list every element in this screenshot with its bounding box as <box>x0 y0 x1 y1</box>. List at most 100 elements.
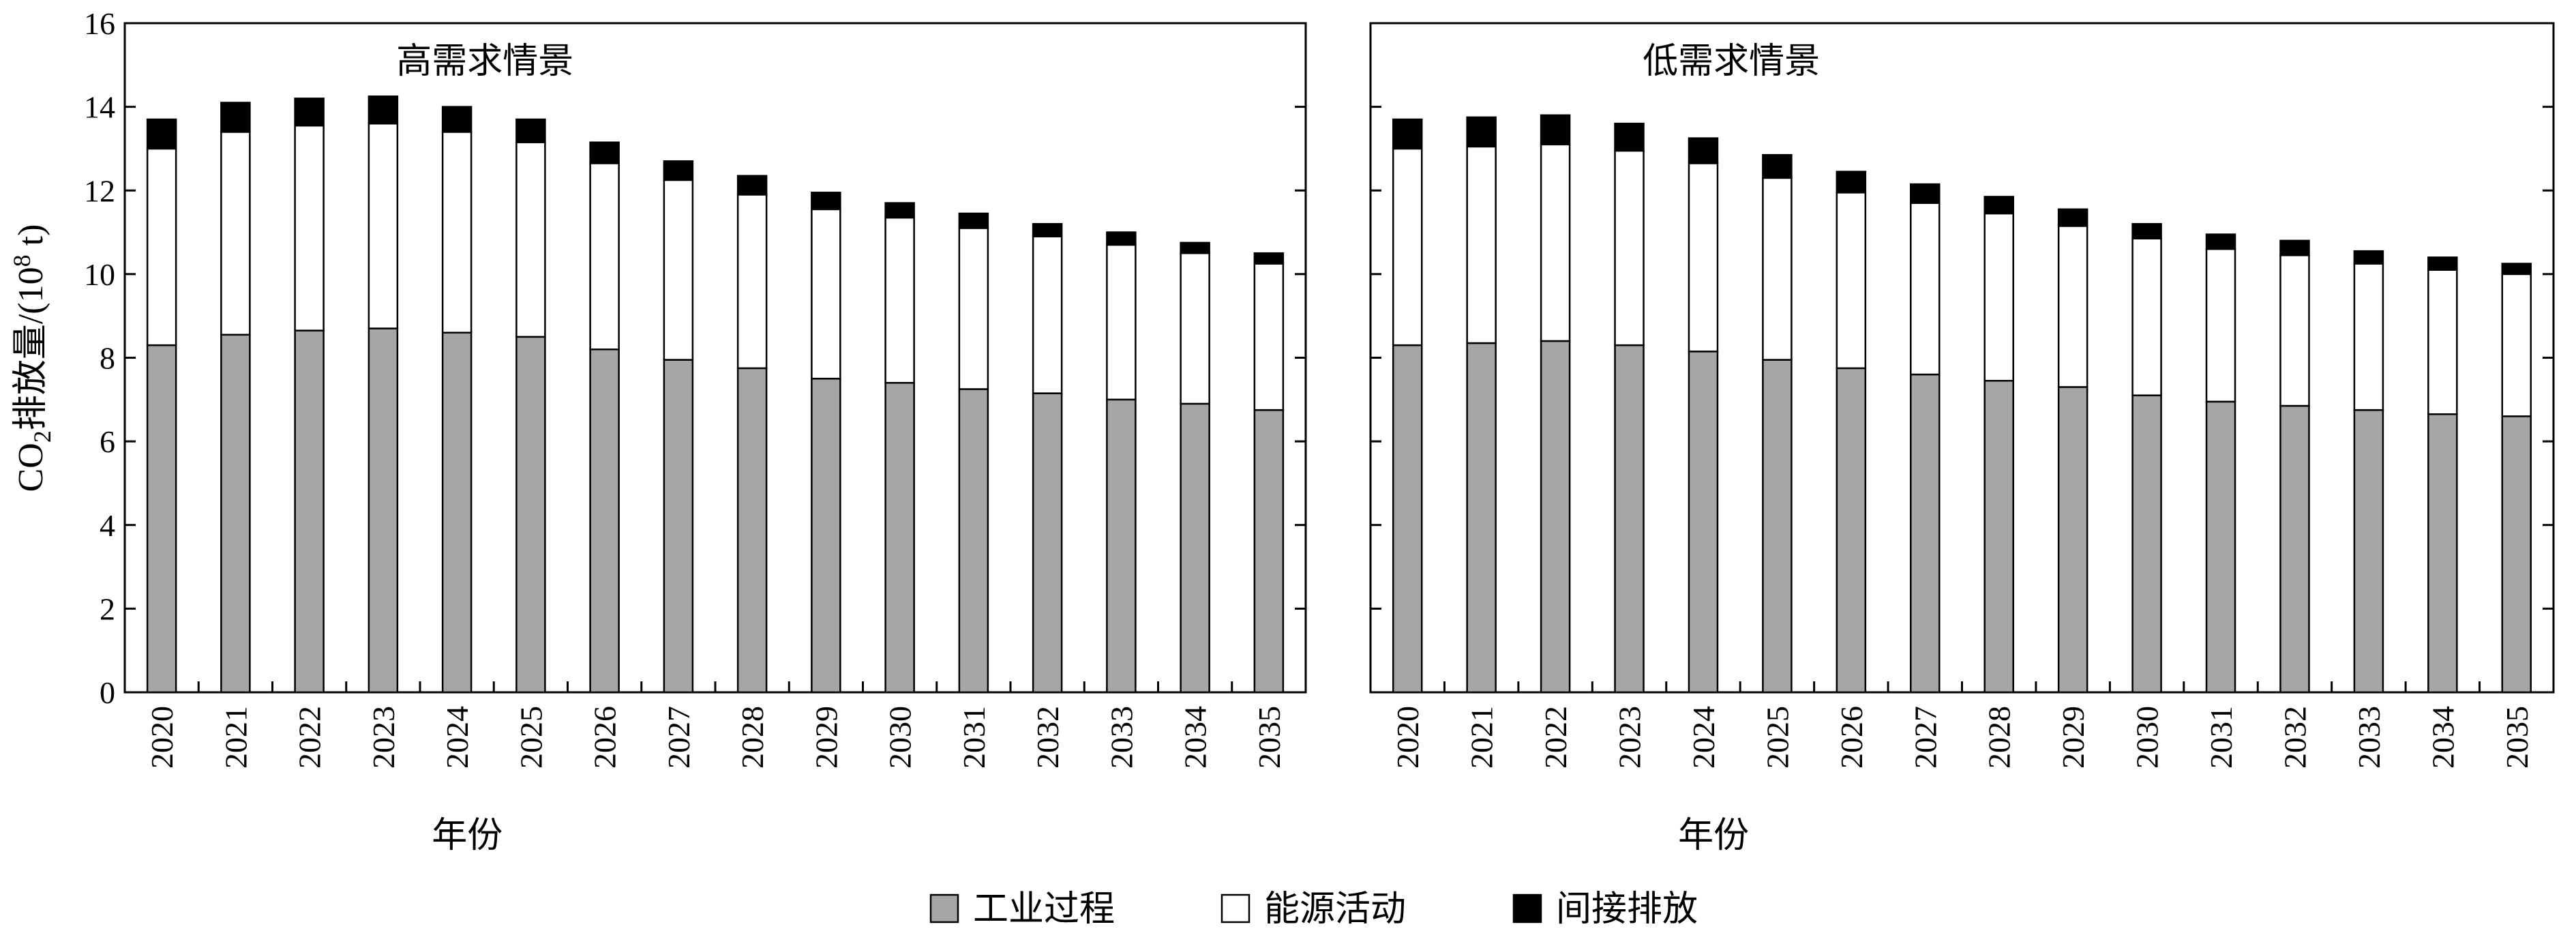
bar-segment-间接排放 <box>1106 231 1137 246</box>
x-tick-label: 2027 <box>1908 706 1943 769</box>
bar-segment-工业过程 <box>220 334 251 694</box>
x-tick-label: 2020 <box>145 706 179 769</box>
bar-segment-能源活动 <box>146 147 177 346</box>
y-tick-label: 12 <box>84 173 115 208</box>
bar-segment-工业过程 <box>1983 379 2014 694</box>
bar-segment-能源活动 <box>1688 162 1719 353</box>
bar-segment-工业过程 <box>1392 344 1423 694</box>
bar-segment-工业过程 <box>2501 415 2532 694</box>
y-tick-label: 0 <box>100 675 115 710</box>
x-tick-label: 2029 <box>2056 706 2091 769</box>
bar-segment-能源活动 <box>294 124 325 331</box>
bar-segment-能源活动 <box>2131 237 2162 396</box>
x-tick-label: 2034 <box>2425 706 2460 769</box>
bar-segment-间接排放 <box>1836 171 1867 194</box>
bar-segment-工业过程 <box>1540 340 1571 694</box>
bar-segment-间接排放 <box>2205 233 2236 250</box>
bar-segment-间接排放 <box>2279 239 2310 256</box>
x-tick-label: 2025 <box>1760 706 1795 769</box>
bar-segment-能源活动 <box>736 194 768 370</box>
bar-segment-能源活动 <box>220 131 251 336</box>
bar-segment-工业过程 <box>589 348 620 694</box>
y-tick-label: 4 <box>100 508 115 543</box>
bar-segment-能源活动 <box>958 227 989 390</box>
x-axis-title: 年份 <box>1678 816 1749 855</box>
bar-segment-间接排放 <box>884 202 915 219</box>
bar-segment-间接排放 <box>441 106 473 133</box>
bar-segment-能源活动 <box>589 162 620 351</box>
bar-segment-能源活动 <box>2205 248 2236 403</box>
bar-segment-间接排放 <box>220 102 251 133</box>
bar-segment-工业过程 <box>1466 342 1497 694</box>
bar-segment-能源活动 <box>811 208 841 380</box>
bar-segment-间接排放 <box>2131 223 2162 240</box>
bar-segment-间接排放 <box>1392 118 1423 150</box>
bar-segment-工业过程 <box>2279 404 2310 694</box>
x-tick-label: 2028 <box>735 706 770 769</box>
bar-segment-间接排放 <box>294 98 325 127</box>
bar-segment-间接排放 <box>736 175 768 196</box>
bar-segment-能源活动 <box>1614 149 1645 346</box>
bar-segment-间接排放 <box>1983 196 2014 215</box>
x-tick-label: 2022 <box>293 706 327 769</box>
x-tick-label: 2030 <box>2130 706 2165 769</box>
bar-segment-能源活动 <box>2427 269 2458 415</box>
x-tick-label: 2033 <box>2352 706 2386 769</box>
bar-segment-工业过程 <box>146 344 177 694</box>
y-tick-label: 16 <box>84 6 115 41</box>
bar-segment-间接排放 <box>146 118 177 150</box>
bar-segment-间接排放 <box>663 160 694 181</box>
bar-segment-工业过程 <box>1253 409 1285 694</box>
bar-segment-间接排放 <box>1253 252 1285 265</box>
bar-segment-工业过程 <box>294 329 325 694</box>
bar-segment-能源活动 <box>1253 263 1285 411</box>
bar-segment-工业过程 <box>441 331 473 694</box>
y-tick-label: 14 <box>84 90 115 125</box>
bar-segment-能源活动 <box>515 141 546 338</box>
x-tick-label: 2030 <box>883 706 918 769</box>
bar-segment-工业过程 <box>958 388 989 694</box>
y-axis-title: CO2排放量/(108 t) <box>8 224 56 492</box>
x-tick-label: 2023 <box>366 706 401 769</box>
bar-segment-能源活动 <box>1032 235 1063 394</box>
x-tick-label: 2021 <box>1465 706 1499 769</box>
x-axis-title: 年份 <box>432 816 503 855</box>
x-tick-label: 2031 <box>2204 706 2238 769</box>
bar-segment-工业过程 <box>1032 392 1063 694</box>
bar-segment-间接排放 <box>1688 137 1719 164</box>
bar-segment-能源活动 <box>441 131 473 334</box>
bar-segment-间接排放 <box>1540 114 1571 146</box>
legend-label: 间接排放 <box>1556 890 1698 929</box>
bar-segment-工业过程 <box>1910 373 1941 694</box>
x-tick-label: 2026 <box>588 706 623 769</box>
bar-segment-间接排放 <box>589 141 620 164</box>
x-tick-label: 2035 <box>1252 706 1287 769</box>
legend-swatch-能源活动 <box>1220 893 1250 923</box>
bar-segment-工业过程 <box>811 377 841 694</box>
bar-segment-能源活动 <box>1910 202 1941 376</box>
bar-segment-能源活动 <box>1983 212 2014 382</box>
bar-segment-间接排放 <box>1180 241 1210 254</box>
bar-segment-能源活动 <box>1762 177 1793 361</box>
bar-segment-间接排放 <box>958 212 989 229</box>
x-tick-label: 2025 <box>513 706 548 769</box>
legend-label: 能源活动 <box>1264 890 1406 929</box>
bar-segment-间接排放 <box>1614 122 1645 152</box>
x-tick-label: 2021 <box>218 706 253 769</box>
x-tick-label: 2023 <box>1613 706 1647 769</box>
bar-segment-能源活动 <box>2279 254 2310 407</box>
bar-segment-工业过程 <box>368 327 399 694</box>
bar-segment-工业过程 <box>1180 402 1210 694</box>
bar-segment-工业过程 <box>1762 359 1793 694</box>
x-tick-label: 2022 <box>1538 706 1573 769</box>
bar-segment-间接排放 <box>515 118 546 143</box>
bar-segment-间接排放 <box>1032 223 1063 237</box>
bar-segment-间接排放 <box>368 95 399 125</box>
bar-segment-工业过程 <box>1614 344 1645 694</box>
bar-segment-工业过程 <box>2353 409 2384 694</box>
panel-title: 低需求情景 <box>1643 42 1820 81</box>
bar-segment-工业过程 <box>663 359 694 694</box>
bar-segment-能源活动 <box>1836 192 1867 370</box>
bar-segment-能源活动 <box>1180 252 1210 405</box>
